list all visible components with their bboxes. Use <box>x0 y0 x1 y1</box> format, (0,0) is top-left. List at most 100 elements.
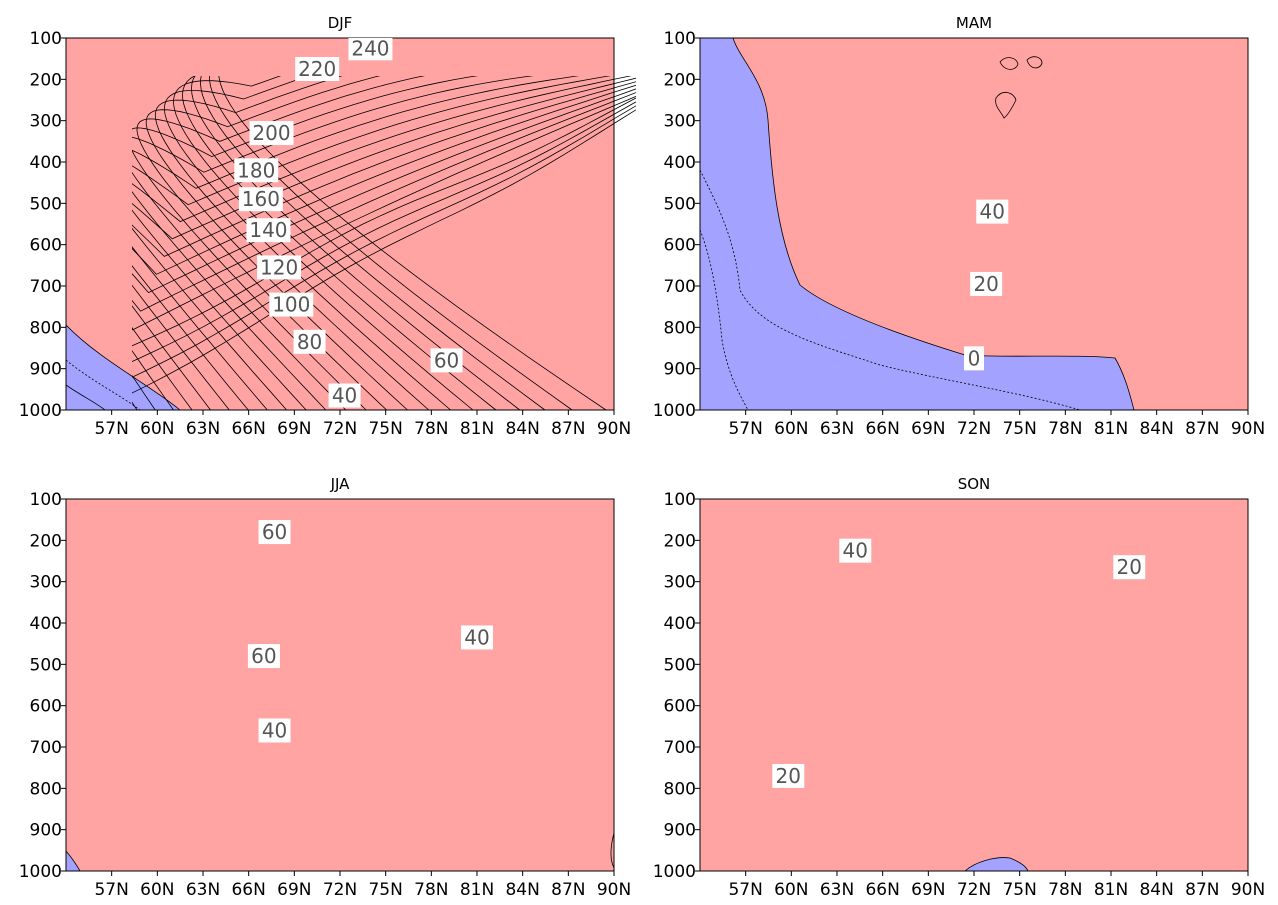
x-tick-label: 81N <box>1094 419 1128 439</box>
x-tick-label: 81N <box>460 419 494 439</box>
y-tick-label: 1000 <box>653 401 696 421</box>
contour-line <box>132 109 637 394</box>
contour-line <box>132 96 637 411</box>
contour-line <box>995 91 1017 119</box>
contour-line <box>132 76 632 411</box>
negative-region <box>965 857 1028 871</box>
x-tick-label: 72N <box>957 419 991 439</box>
contour-line <box>132 84 637 411</box>
x-tick-label: 84N <box>505 880 539 900</box>
y-tick-label: 400 <box>30 614 62 634</box>
contour-label-bg <box>839 538 872 563</box>
y-tick-label: 300 <box>664 573 696 593</box>
contour-label: 20 <box>1117 555 1142 579</box>
contour-label-bg <box>976 199 1009 224</box>
contour-label: 220 <box>298 57 336 81</box>
contour-label: 40 <box>980 200 1005 224</box>
contour-label-bg <box>238 187 283 212</box>
y-tick-label: 300 <box>30 112 62 132</box>
contour-line <box>66 850 81 871</box>
x-tick-label: 90N <box>597 880 631 900</box>
y-tick-label: 200 <box>30 531 62 551</box>
x-tick-label: 66N <box>865 419 899 439</box>
x-tick-label: 69N <box>911 880 945 900</box>
contour-label: 100 <box>272 293 310 317</box>
y-tick-label: 500 <box>664 194 696 214</box>
y-tick-label: 700 <box>30 277 62 297</box>
contour-label: 40 <box>843 539 868 563</box>
y-tick-label: 100 <box>664 29 696 49</box>
contour-label: 120 <box>260 255 298 279</box>
contour-label: 240 <box>351 36 389 60</box>
x-tick-label: 90N <box>1231 880 1265 900</box>
contour-line <box>132 92 637 411</box>
x-tick-label: 60N <box>774 880 808 900</box>
contour-line <box>1026 56 1043 69</box>
contour-label-bg <box>247 644 280 669</box>
contour-line <box>132 81 637 411</box>
contour-label-bg <box>348 38 393 61</box>
y-tick-label: 700 <box>664 277 696 297</box>
contour-line <box>964 857 1029 871</box>
x-tick-label: 60N <box>140 880 174 900</box>
contour-label: 60 <box>251 644 276 668</box>
x-tick-label: 72N <box>957 880 991 900</box>
contour-label-bg <box>293 329 326 354</box>
contour-label-bg <box>249 121 294 146</box>
y-tick-label: 900 <box>664 360 696 380</box>
x-tick-label: 57N <box>728 419 762 439</box>
x-tick-label: 84N <box>1139 880 1173 900</box>
y-tick-label: 300 <box>30 573 62 593</box>
x-tick-label: 57N <box>728 880 762 900</box>
contour-label: 200 <box>252 121 290 145</box>
y-tick-label: 400 <box>664 153 696 173</box>
y-tick-label: 800 <box>664 779 696 799</box>
panel-title: JJA <box>330 475 351 493</box>
x-tick-label: 84N <box>505 419 539 439</box>
contour-line <box>66 324 181 410</box>
contour-line <box>132 88 637 411</box>
y-tick-label: 300 <box>664 112 696 132</box>
contour-label-bg <box>772 763 805 788</box>
x-tick-label: 75N <box>368 419 402 439</box>
x-tick-label: 75N <box>368 880 402 900</box>
y-tick-label: 700 <box>30 738 62 758</box>
x-tick-label: 63N <box>186 419 220 439</box>
y-tick-label: 600 <box>664 697 696 717</box>
contour-label-bg <box>328 383 361 408</box>
x-tick-label: 81N <box>460 880 494 900</box>
x-tick-label: 78N <box>1048 880 1082 900</box>
y-tick-label: 100 <box>30 29 62 49</box>
contour-line <box>132 77 637 411</box>
panel-djf: DJF 57N 60N 63N 66N 69N 72N 75N 78N 81N 84N 87N 90N… <box>19 14 637 439</box>
x-tick-label: 72N <box>323 419 357 439</box>
contour-label-bg <box>246 218 291 243</box>
y-tick-label: 1000 <box>19 862 62 882</box>
x-tick-label: 60N <box>774 419 808 439</box>
contour-line <box>132 76 479 411</box>
x-tick-label: 69N <box>277 419 311 439</box>
panel-jja: JJA 57N 60N 63N 66N 69N 72N 75N 78N 81N 84N 87N 90N… <box>19 475 631 900</box>
y-tick-label: 100 <box>30 490 62 510</box>
contour-label: 40 <box>464 625 489 649</box>
contour-label: 160 <box>242 187 280 211</box>
y-tick-label: 900 <box>664 821 696 841</box>
y-tick-label: 200 <box>664 70 696 90</box>
panel-title: MAM <box>956 14 992 32</box>
y-tick-label: 500 <box>664 655 696 675</box>
x-tick-label: 66N <box>231 880 265 900</box>
contour-label-bg <box>430 348 463 373</box>
contour-line <box>132 105 637 378</box>
x-tick-label: 63N <box>820 880 854 900</box>
panel-son: SON 57N 60N 63N 66N 69N 72N 75N 78N 81N 84N 87N 90N… <box>653 475 1265 900</box>
x-tick-label: 66N <box>231 419 265 439</box>
x-tick-label: 69N <box>911 419 945 439</box>
contour-line <box>154 76 430 411</box>
y-tick-label: 500 <box>30 194 62 214</box>
contour-label-bg <box>269 292 314 317</box>
x-tick-label: 63N <box>820 419 854 439</box>
contour-label: 40 <box>332 384 357 408</box>
contour-label-bg <box>258 718 291 743</box>
negative-region <box>66 851 80 871</box>
